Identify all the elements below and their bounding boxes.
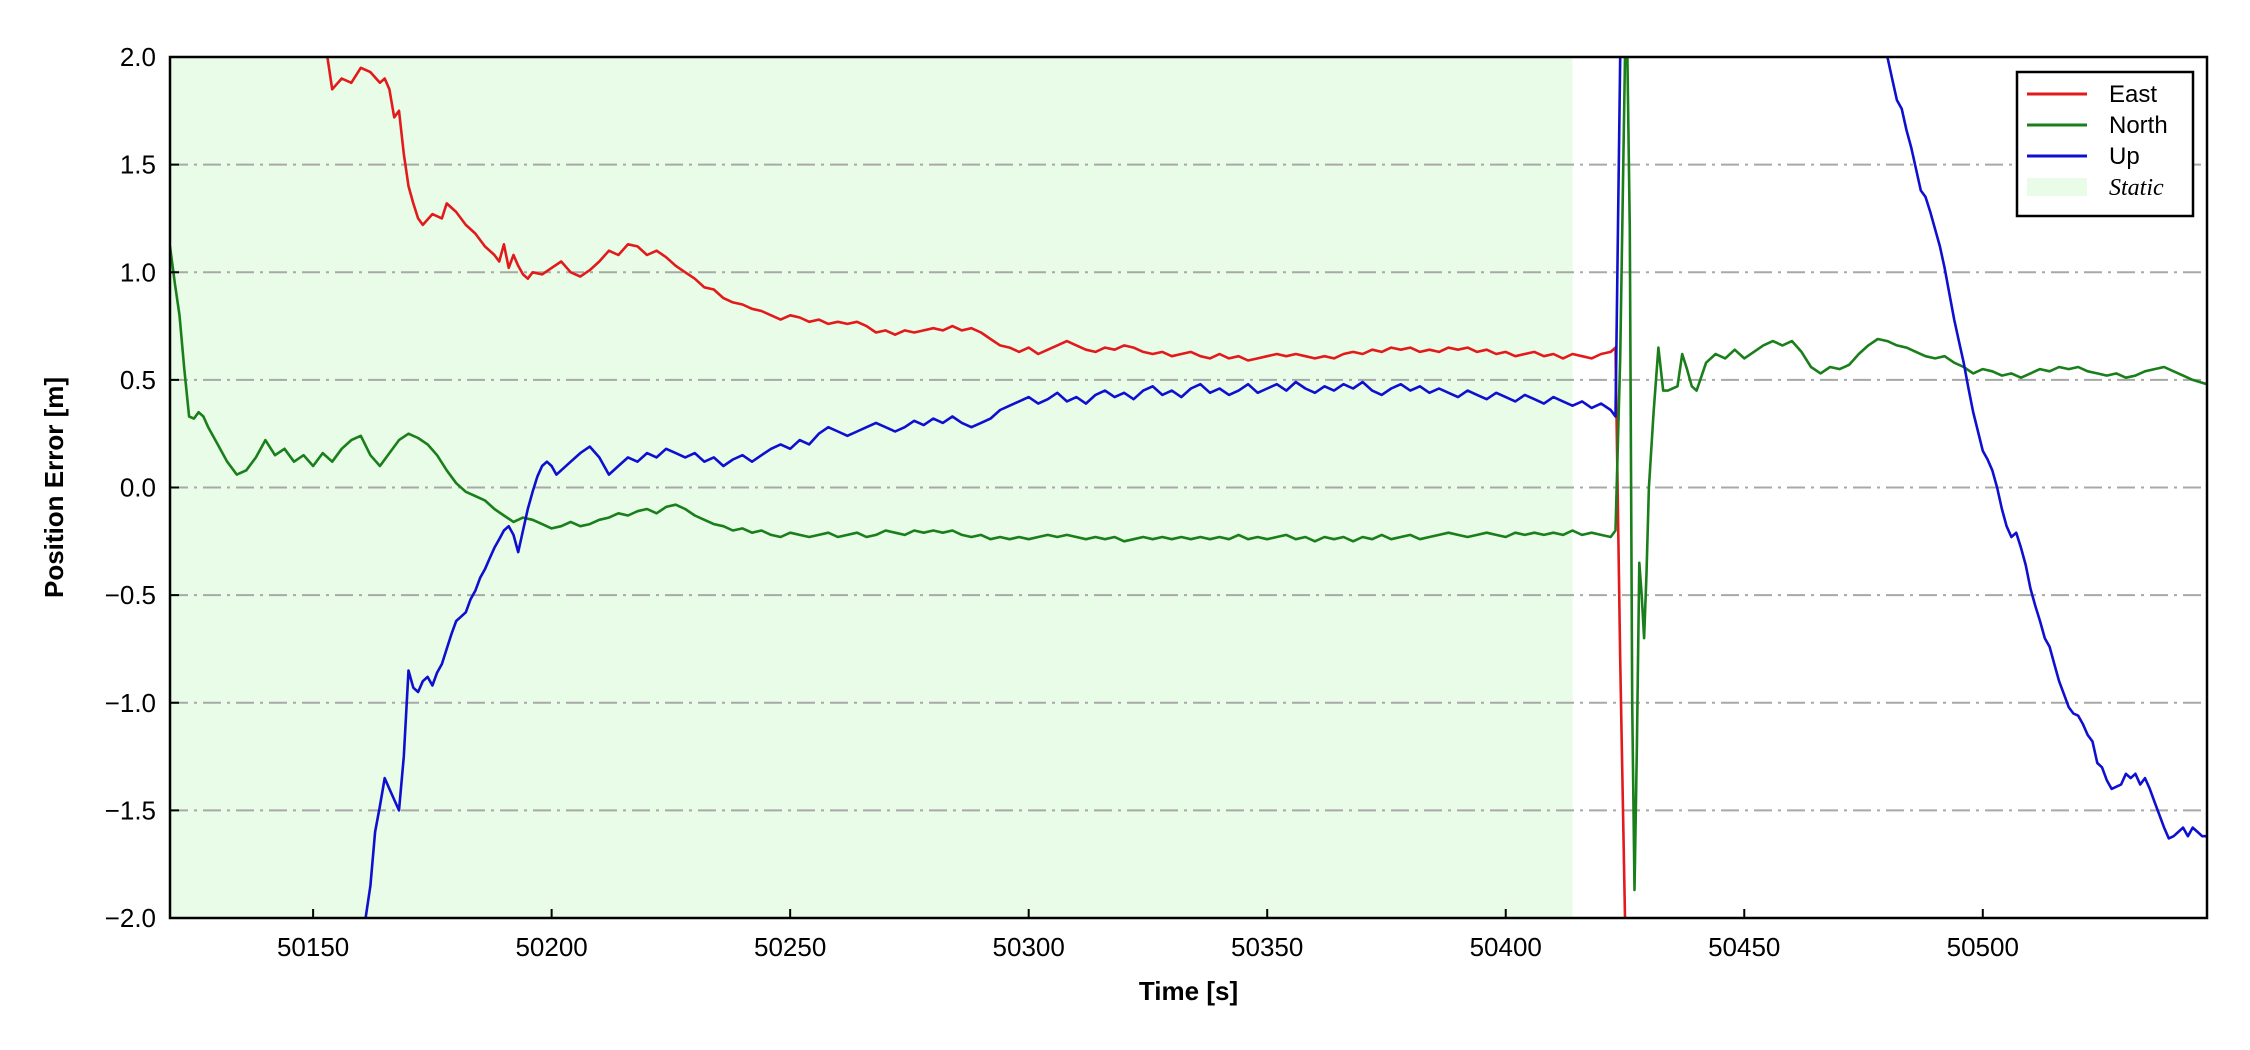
x-axis-label: Time [s] (1139, 976, 1238, 1006)
series-line-north (170, 57, 2207, 892)
series-layer (170, 57, 2207, 918)
x-tick-label: 50350 (1231, 932, 1303, 962)
x-tick-label: 50400 (1470, 932, 1542, 962)
y-tick-label: 0.0 (120, 473, 156, 503)
legend-label-north: North (2109, 112, 2168, 139)
legend-swatch-static (2027, 178, 2087, 196)
axis-ticks: 50150 50200 50250 50300 50350 50400 50450 50500… (105, 42, 2019, 962)
x-tick-label: 50150 (277, 932, 349, 962)
y-tick-label: 1.0 (120, 257, 156, 287)
x-tick-label: 50200 (515, 932, 587, 962)
y-tick-label: −1.5 (105, 795, 156, 825)
series-line-east (326, 57, 1627, 918)
series-line-up (364, 57, 1622, 918)
grid-lines (170, 163, 2207, 812)
series-line-up (1886, 57, 2207, 840)
y-tick-label: 2.0 (120, 42, 156, 72)
x-tick-label: 50450 (1708, 932, 1780, 962)
legend: East North Up Static (2015, 70, 2195, 218)
legend-label-static: Static (2109, 175, 2164, 201)
x-tick-label: 50250 (754, 932, 826, 962)
x-tick-label: 50300 (993, 932, 1065, 962)
x-tick-label: 50500 (1947, 932, 2019, 962)
y-tick-label: −2.0 (105, 903, 156, 933)
legend-label-up: Up (2109, 143, 2140, 170)
y-tick-label: 1.5 (120, 150, 156, 180)
y-tick-label: −1.0 (105, 688, 156, 718)
legend-label-east: East (2109, 81, 2157, 108)
y-axis-label: Position Error [m] (39, 377, 69, 598)
y-tick-label: 0.5 (120, 365, 156, 395)
y-tick-label: −0.5 (105, 580, 156, 610)
